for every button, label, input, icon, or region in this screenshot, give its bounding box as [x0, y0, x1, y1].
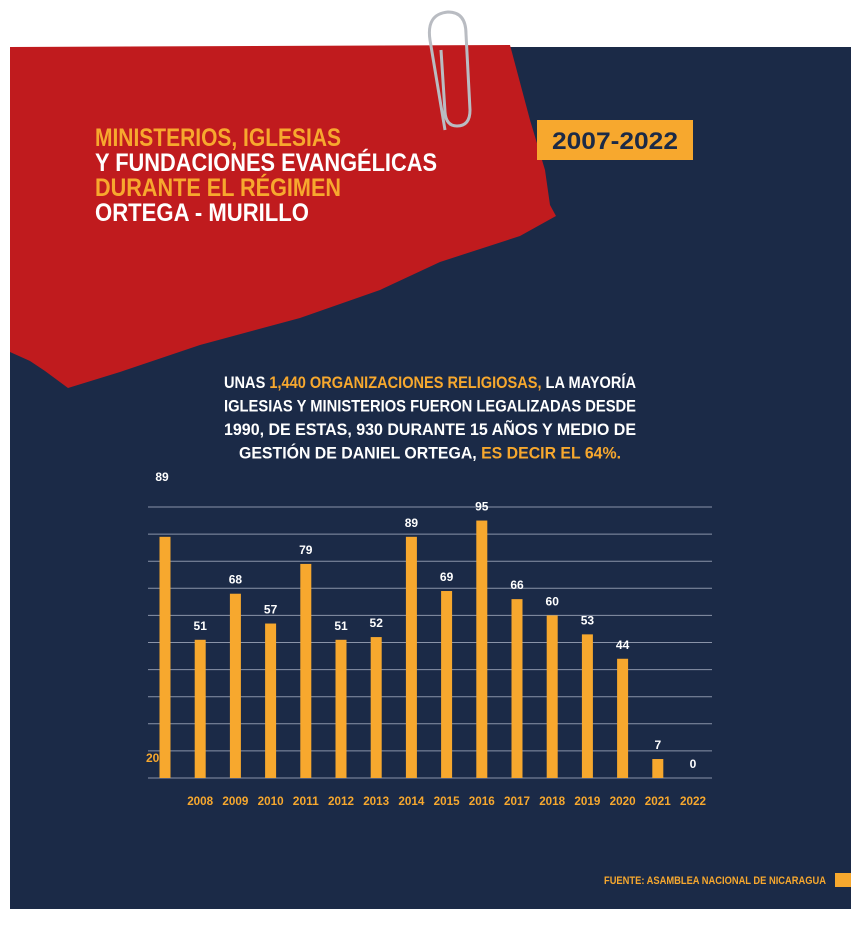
bar [405, 536, 417, 778]
x-tick-label: 2021 [645, 794, 671, 808]
value-label: 52 [370, 616, 384, 630]
bar [194, 639, 206, 778]
red-banner [10, 45, 556, 388]
value-label: 0 [690, 757, 697, 771]
value-label: 89 [155, 470, 169, 484]
bar [370, 637, 382, 778]
bar [476, 520, 488, 778]
value-label: 51 [334, 619, 348, 633]
intro-segment: GESTIÓN DE DANIEL ORTEGA, [239, 444, 481, 463]
x-tick-label: 2022 [680, 794, 706, 808]
intro-segment: 1990, DE ESTAS, 930 DURANTE 15 AÑOS Y ME… [224, 419, 636, 439]
x-tick-label: 2014 [398, 794, 424, 808]
value-label: 51 [194, 619, 208, 633]
x-tick-label: 2016 [469, 794, 495, 808]
intro-segment: ES DECIR EL 64%. [481, 444, 621, 463]
source-marker [835, 873, 851, 887]
value-label: 53 [581, 613, 595, 627]
intro-segment: 1,440 ORGANIZACIONES RELIGIOSAS, [269, 373, 541, 392]
bar [617, 658, 629, 778]
source: FUENTE: ASAMBLEA NACIONAL DE NICARAGUA [604, 875, 826, 887]
x-tick-label: 2009 [222, 794, 248, 808]
x-tick-label: 2020 [610, 794, 636, 808]
x-tick-label: 2018 [539, 794, 565, 808]
value-label: 95 [475, 500, 489, 514]
bar [511, 599, 523, 778]
value-label: 7 [654, 738, 661, 752]
bar [335, 639, 347, 778]
bar [265, 623, 277, 778]
value-label: 60 [546, 594, 560, 608]
bar [546, 615, 558, 778]
intro-line: UNAS 1,440 ORGANIZACIONES RELIGIOSAS, LA… [224, 373, 636, 392]
intro-segment: LA MAYORÍA [542, 373, 636, 392]
x-tick-label: 2015 [434, 794, 460, 808]
paperclip [427, 10, 472, 131]
badge-bg [537, 120, 693, 160]
bar [159, 536, 171, 778]
intro-line: GESTIÓN DE DANIEL ORTEGA, ES DECIR EL 64… [239, 444, 621, 463]
bar [652, 759, 664, 778]
title-line: MINISTERIOS, IGLESIAS [95, 124, 341, 152]
bar [229, 593, 241, 778]
category-fragment: 20 [146, 751, 160, 765]
x-tick-label: 2010 [258, 794, 284, 808]
intro-line: 1990, DE ESTAS, 930 DURANTE 15 AÑOS Y ME… [224, 419, 636, 439]
title-line: ORTEGA - MURILLO [95, 199, 309, 227]
x-tick-label: 2012 [328, 794, 354, 808]
value-label: 66 [510, 578, 524, 592]
intro-segment: IGLESIAS Y MINISTERIOS FUERON LEGALIZADA… [224, 397, 636, 416]
x-tick-label: 2019 [574, 794, 600, 808]
bar [441, 591, 453, 778]
title-line: DURANTE EL RÉGIMEN [95, 173, 341, 202]
value-label: 69 [440, 570, 454, 584]
value-label: 89 [405, 516, 419, 530]
intro-line: IGLESIAS Y MINISTERIOS FUERON LEGALIZADA… [224, 397, 636, 416]
title-line: Y FUNDACIONES EVANGÉLICAS [95, 148, 437, 177]
chart: 8951200868200957201079201151201252201389… [146, 470, 712, 808]
bar [581, 634, 593, 778]
intro: UNAS 1,440 ORGANIZACIONES RELIGIOSAS, LA… [224, 373, 636, 463]
x-tick-label: 2017 [504, 794, 530, 808]
value-label: 68 [229, 573, 243, 587]
x-tick-label: 2011 [293, 794, 319, 808]
badge: 2007-2022 [552, 128, 678, 155]
value-label: 57 [264, 603, 278, 617]
value-label: 79 [299, 543, 313, 557]
value-label: 44 [616, 638, 630, 652]
x-tick-label: 2013 [363, 794, 389, 808]
x-tick-label: 2008 [187, 794, 213, 808]
bar [300, 563, 312, 778]
intro-segment: UNAS [224, 373, 269, 392]
